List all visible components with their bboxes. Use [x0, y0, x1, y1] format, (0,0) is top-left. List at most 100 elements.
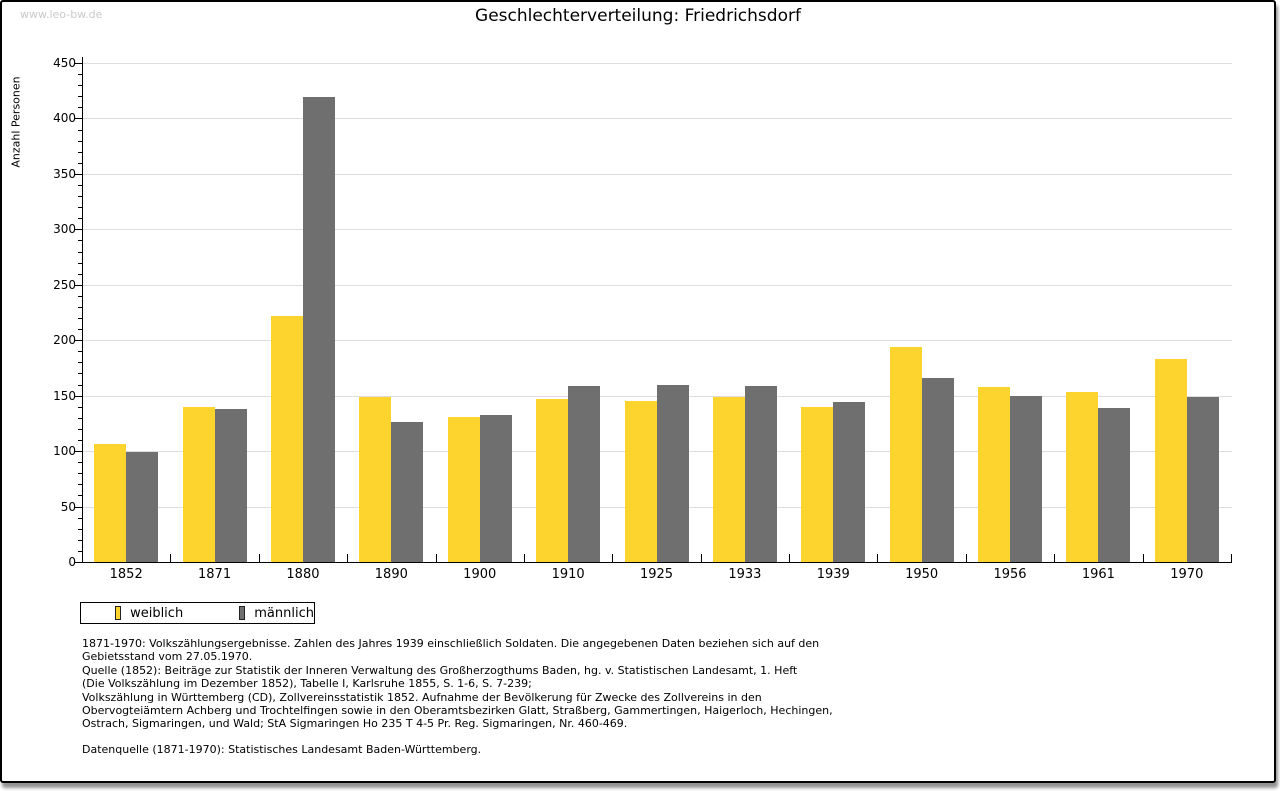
y-tick-40	[78, 517, 82, 519]
chart-title: Geschlechterverteilung: Friedrichsdorf	[475, 6, 801, 26]
y-tick-label-450: 450	[53, 56, 76, 70]
y-tick-290	[78, 240, 82, 242]
footnotes: 1871-1970: Volkszählungsergebnisse. Zahl…	[82, 637, 1182, 731]
x-category-label-1910: 1910	[551, 567, 585, 582]
x-category-label-1933: 1933	[728, 567, 762, 582]
y-tick-360	[78, 162, 82, 164]
x-category-label-1925: 1925	[639, 567, 674, 582]
x-boundary-tick	[258, 554, 260, 562]
x-boundary-tick	[1054, 554, 1056, 562]
footnote-line-4: (Die Volkszählung im Dezember 1852), Tab…	[82, 677, 532, 691]
y-tick-label-300: 300	[53, 222, 76, 237]
y-tick-100	[75, 451, 82, 453]
y-tick-230	[78, 306, 82, 308]
bar-männlich-1871	[214, 408, 247, 562]
x-category-label-1880: 1880	[286, 567, 320, 582]
bar-männlich-1970	[1186, 396, 1219, 562]
bar-männlich-1910	[568, 385, 601, 562]
footnote-line-3: Quelle (1852): Beiträge zur Statistik de…	[82, 663, 798, 677]
legend-swatch-weiblich	[115, 606, 122, 620]
footnote-line-2: Gebietsstand vom 27.05.1970.	[82, 650, 253, 664]
y-tick-label-0: 0	[68, 555, 76, 569]
y-tick-190	[78, 351, 82, 353]
y-tick-30	[78, 528, 82, 530]
bar-weiblich-1970	[1154, 359, 1187, 562]
y-tick-370	[78, 151, 82, 153]
x-category-label-1956: 1956	[993, 567, 1027, 582]
gridline-450	[83, 63, 1232, 64]
y-tick-270	[78, 262, 82, 264]
bar-männlich-1950	[921, 377, 954, 562]
y-tick-220	[78, 318, 82, 320]
y-tick-410	[78, 107, 82, 109]
bar-männlich-1925	[656, 384, 689, 562]
y-tick-260	[78, 273, 82, 275]
bar-weiblich-1890	[359, 396, 392, 562]
y-tick-label-50: 50	[60, 499, 76, 514]
x-category-label-1970: 1970	[1170, 567, 1204, 582]
y-tick-330	[78, 196, 82, 198]
y-tick-400	[75, 118, 82, 120]
y-tick-0	[75, 562, 82, 563]
bar-männlich-1933	[744, 385, 777, 562]
legend: weiblich männlich	[80, 602, 315, 624]
gridline-200	[83, 340, 1232, 342]
y-tick-380	[78, 140, 82, 142]
y-tick-320	[78, 207, 82, 209]
y-tick-20	[78, 539, 82, 541]
y-tick-250	[75, 284, 82, 286]
y-tick-label-350: 350	[53, 166, 76, 181]
bar-männlich-1890	[391, 422, 424, 562]
y-tick-180	[78, 362, 82, 364]
y-tick-label-200: 200	[53, 333, 76, 348]
x-category-label-1900: 1900	[463, 567, 497, 582]
y-tick-label-100: 100	[53, 444, 76, 459]
x-boundary-tick	[789, 554, 791, 562]
x-axis-line	[82, 562, 1232, 563]
x-boundary-tick	[170, 554, 172, 562]
y-tick-350	[75, 173, 82, 175]
bar-männlich-1961	[1098, 407, 1131, 562]
bar-weiblich-1961	[1066, 392, 1099, 562]
y-tick-160	[78, 384, 82, 386]
bar-weiblich-1910	[536, 398, 569, 562]
y-tick-80	[78, 473, 82, 475]
x-boundary-tick	[435, 554, 437, 562]
x-boundary-tick	[1142, 554, 1144, 562]
gridline-400	[83, 118, 1232, 120]
x-category-label-1852: 1852	[109, 567, 143, 582]
x-category-label-1939: 1939	[816, 567, 850, 582]
legend-swatch-maennlich	[239, 606, 246, 620]
y-tick-450	[75, 63, 82, 64]
watermark: www.leo-bw.de	[20, 8, 103, 21]
gridline-350	[83, 173, 1232, 175]
y-tick-label-150: 150	[53, 388, 76, 403]
y-tick-340	[78, 184, 82, 186]
footnote-line-7: Ostrach, Sigmaringen, und Wald; StA Sigm…	[82, 717, 628, 731]
x-boundary-tick	[612, 554, 614, 562]
bar-männlich-1939	[833, 402, 866, 562]
footnote-line-6: Obervogteiämtern Achberg und Trochtelfin…	[82, 704, 833, 718]
y-tick-130	[78, 417, 82, 419]
bar-weiblich-1925	[624, 401, 657, 562]
y-tick-150	[75, 395, 82, 397]
y-tick-label-250: 250	[53, 277, 76, 292]
y-tick-300	[75, 229, 82, 231]
y-tick-430	[78, 85, 82, 87]
bar-weiblich-1933	[712, 396, 745, 562]
y-tick-210	[78, 329, 82, 331]
y-tick-440	[78, 74, 82, 76]
x-boundary-tick	[965, 554, 967, 562]
bar-männlich-1956	[1010, 395, 1043, 562]
y-tick-170	[78, 373, 82, 375]
legend-label-weiblich: weiblich	[130, 605, 184, 621]
y-tick-240	[78, 295, 82, 297]
y-tick-310	[78, 218, 82, 220]
legend-label-maennlich: männlich	[254, 605, 314, 621]
y-tick-50	[75, 506, 82, 508]
x-boundary-tick	[1231, 554, 1232, 562]
bar-weiblich-1880	[270, 315, 303, 562]
bar-weiblich-1900	[447, 416, 480, 562]
y-tick-90	[78, 462, 82, 464]
